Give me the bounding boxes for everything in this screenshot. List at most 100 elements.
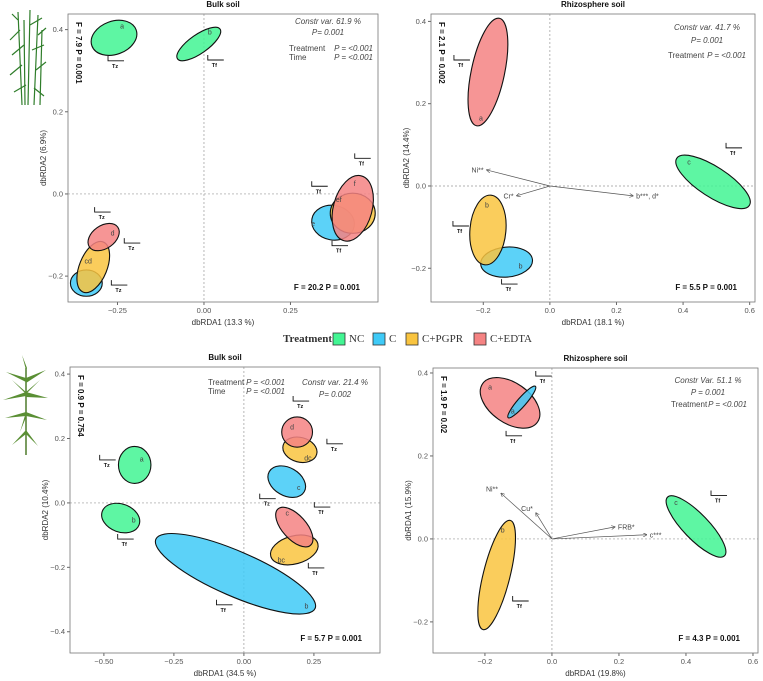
y-tick-label: 0.4 [53, 25, 63, 34]
side-stat: F = 1.9 P = 0.02 [439, 376, 448, 434]
model-p-value: P= 0.001 [312, 28, 344, 37]
treatment-legend: Treatment NC C C+PGPR C+EDTA [283, 332, 532, 346]
time-label: Tf [221, 608, 226, 614]
time-leader-line [107, 55, 125, 62]
y-tick-label: 0.0 [55, 498, 65, 507]
ellipse-cpgpr [477, 519, 517, 631]
time-label: Tz [331, 447, 337, 453]
ellipse-c [267, 465, 307, 498]
x-tick-label: 0.25 [283, 306, 298, 315]
ellipse-label-layer: a Tz b Tf Tz cd Tz d Tz e Tf ef Tf f Tf [85, 23, 371, 294]
significance-letter: ef [336, 197, 342, 204]
env-vector-arrow [551, 527, 615, 540]
ellipse-layer [467, 17, 751, 278]
time-label: Tf [359, 161, 364, 167]
y-tick-label: 0.2 [416, 99, 426, 108]
permanova-stat: F = 5.5 P = 0.001 [675, 283, 737, 292]
constrained-variance: Constr Var. 51.1 % [675, 376, 742, 385]
x-tick-label: 0.6 [744, 306, 754, 315]
time-label: Tz [99, 215, 105, 221]
y-tick-label: 0.4 [55, 370, 65, 379]
side-stat: F = 2.1 P = 0.002 [437, 22, 446, 84]
x-tick-label: −0.2 [478, 657, 493, 666]
x-tick-label: −0.50 [94, 657, 113, 666]
model-p-value: P = 0.001 [691, 388, 725, 397]
time-leader-line [99, 454, 116, 461]
x-tick-label: 0.2 [611, 306, 621, 315]
legend-swatch [332, 332, 346, 346]
legend-label: NC [349, 333, 364, 345]
env-vector-label: b***, d* [636, 193, 659, 200]
ellipse-label-layer: a Tz b Tf b Tf c Tz dc Tz d Tz bc Tf c Tf [99, 396, 343, 614]
factor-name: Treatment [668, 51, 705, 60]
time-label: Tz [128, 246, 134, 252]
time-leader-line [331, 240, 349, 247]
time-leader-line [292, 396, 310, 402]
factor-name: Time [289, 53, 307, 62]
significance-letter: e [311, 221, 315, 228]
time-leader-line [123, 238, 141, 244]
y-tick-label: −0.2 [50, 563, 65, 572]
legend-swatch [473, 332, 487, 346]
ellipse-cedta [275, 506, 314, 548]
y-tick-label: 0.2 [53, 107, 63, 116]
ellipse-cedta [479, 376, 541, 429]
panel-title: Rhizosphere soil [561, 0, 625, 9]
time-leader-line [110, 280, 128, 286]
factor-p-value: P = <0.001 [334, 53, 373, 62]
factor-p-value: P = <0.001 [246, 387, 285, 396]
significance-letter: a [488, 384, 492, 391]
panel-title: Bulk soil [208, 353, 241, 362]
ellipse-nc [665, 495, 727, 558]
time-leader-line [307, 562, 325, 569]
y-tick-label: 0.0 [416, 181, 426, 190]
permanova-stat: F = 20.2 P = 0.001 [294, 283, 361, 292]
x-axis-label: dbRDA1 (34.5 %) [194, 669, 257, 678]
time-label: Tf [715, 498, 720, 504]
time-label: Tf [510, 439, 515, 445]
ellipse-nc [675, 154, 751, 210]
y-tick-label: 0.4 [416, 17, 426, 26]
ellipse-layer [477, 376, 727, 631]
env-vector-arrow [517, 185, 550, 196]
significance-letter: a [511, 409, 515, 416]
panel-2: Rhizosphere soil −0.2 0.0 0.2 0.4 0.6 −0.2 0.0 0… [402, 0, 756, 327]
time-label: Tf [318, 510, 323, 516]
panel-4: Rhizosphere soil −0.2 0.0 0.2 0.4 0.6 −0.2 0.0 0… [404, 354, 759, 678]
model-p-value: P= 0.002 [319, 390, 352, 399]
time-leader-line [326, 438, 343, 445]
time-label: Tf [212, 63, 217, 69]
time-label: Tf [457, 229, 462, 235]
env-vector-arrow [501, 493, 553, 540]
y-tick-label: −0.2 [48, 272, 63, 281]
significance-letter: a [479, 116, 483, 123]
time-label: Tz [264, 502, 270, 508]
significance-letter: d [111, 231, 115, 238]
y-tick-label: 0.4 [418, 368, 428, 377]
factor-name: Treatment [208, 378, 245, 387]
significance-letter: bc [278, 557, 286, 564]
ellipse-c [154, 532, 317, 615]
significance-letter: d [290, 425, 294, 432]
factor-p-value: P = <0.001 [246, 378, 285, 387]
ellipse-cedta [331, 174, 374, 242]
x-axis-label: dbRDA1 (13.3 %) [192, 318, 255, 327]
x-tick-label: 0.00 [197, 306, 212, 315]
time-leader-line [313, 502, 331, 508]
x-tick-label: 0.0 [547, 657, 557, 666]
side-stat: F = 0.9 P = 0.754 [76, 375, 85, 437]
ellipse-label-layer: a Tf c Tf b Tf b Tf [452, 55, 743, 293]
constrained-variance: Constr var. 61.9 % [295, 17, 361, 26]
time-leader-line [512, 596, 529, 602]
significance-letter: b [208, 29, 212, 36]
ellipse-cedta [87, 222, 120, 252]
factor-p-value: P = <0.001 [334, 44, 373, 53]
time-label: Tf [316, 189, 321, 195]
time-label: Tf [312, 571, 317, 577]
panel-title: Bulk soil [206, 0, 239, 9]
significance-letter: cd [85, 259, 93, 266]
time-leader-line [354, 153, 371, 159]
x-axis-label: dbRDA1 (19.8%) [565, 669, 626, 678]
time-label: Tf [730, 151, 735, 157]
